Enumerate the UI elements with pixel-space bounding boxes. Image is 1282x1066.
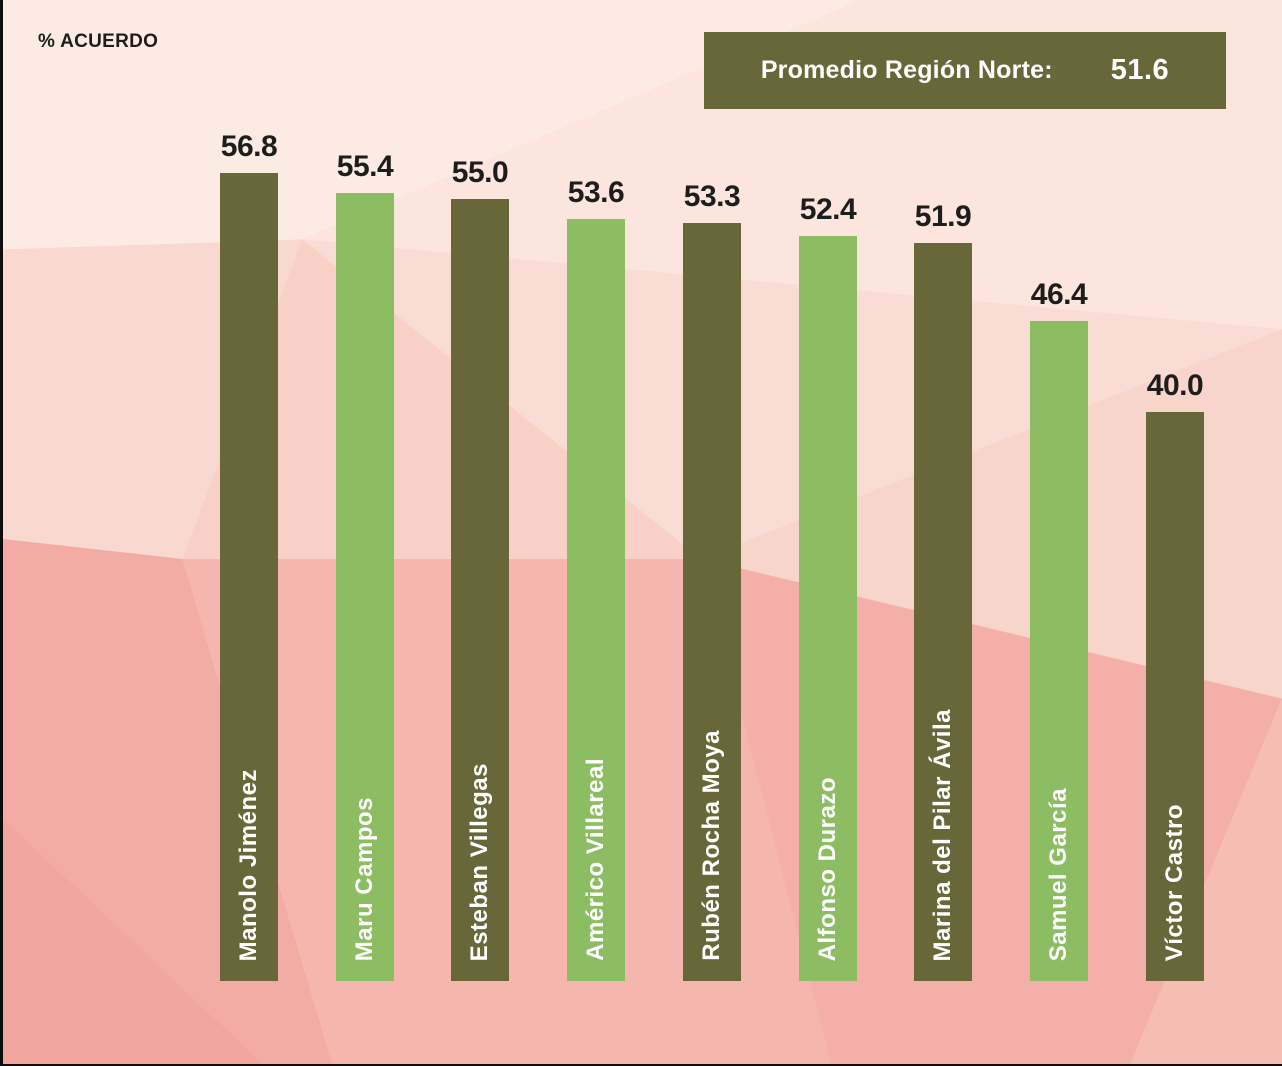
bar-group: 52.4 Alfonso Durazo	[799, 193, 857, 981]
bar-category-label: Marina del Pilar Ávila	[929, 708, 956, 961]
bar-value-label: 56.8	[220, 130, 278, 163]
bar-value-label: 55.0	[451, 156, 509, 189]
bar-chart: 56.8 Manolo Jiménez 55.4 Maru Campos 55.0 Est…	[3, 0, 1282, 1064]
bar: Alfonso Durazo	[799, 236, 857, 981]
bar-value-label: 52.4	[799, 193, 857, 226]
bar: Samuel García	[1030, 321, 1088, 981]
average-box: Promedio Región Norte: 51.6	[704, 32, 1226, 109]
average-box-value: 51.6	[1110, 54, 1170, 86]
bar-category-label: Víctor Castro	[1161, 803, 1188, 961]
bar-value-label: 40.0	[1146, 369, 1204, 402]
bar-value-label: 55.4	[336, 150, 394, 183]
bar: Esteban Villegas	[451, 199, 509, 981]
bar-category-label: Esteban Villegas	[466, 762, 493, 961]
bar-group: 55.0 Esteban Villegas	[451, 156, 509, 981]
average-box-label: Promedio Región Norte:	[760, 56, 1053, 84]
bar: Rubén Rocha Moya	[683, 223, 741, 981]
bar: Manolo Jiménez	[220, 173, 278, 981]
bar-category-label: Rubén Rocha Moya	[698, 730, 725, 961]
bar-group: 51.9 Marina del Pilar Ávila	[914, 200, 972, 981]
bar-value-label: 51.9	[914, 200, 972, 233]
bar-category-label: Américo Villareal	[582, 758, 609, 961]
bar-category-label: Maru Campos	[351, 796, 378, 961]
bar-group: 53.6 Américo Villareal	[567, 176, 625, 981]
bar-group: 55.4 Maru Campos	[336, 150, 394, 981]
bar: Marina del Pilar Ávila	[914, 243, 972, 981]
bar: Víctor Castro	[1146, 412, 1204, 981]
bar-group: 46.4 Samuel García	[1030, 278, 1088, 981]
bar-category-label: Alfonso Durazo	[814, 776, 841, 961]
y-axis-label: % ACUERDO	[38, 31, 159, 52]
bar: Américo Villareal	[567, 219, 625, 981]
bar: Maru Campos	[336, 193, 394, 981]
bar-category-label: Samuel García	[1045, 787, 1072, 961]
bar-group: 40.0 Víctor Castro	[1146, 369, 1204, 981]
bar-value-label: 53.6	[567, 176, 625, 209]
bar-category-label: Manolo Jiménez	[235, 768, 262, 961]
bar-value-label: 46.4	[1030, 278, 1088, 311]
bar-group: 56.8 Manolo Jiménez	[220, 130, 278, 981]
bar-group: 53.3 Rubén Rocha Moya	[683, 180, 741, 981]
bar-value-label: 53.3	[683, 180, 741, 213]
